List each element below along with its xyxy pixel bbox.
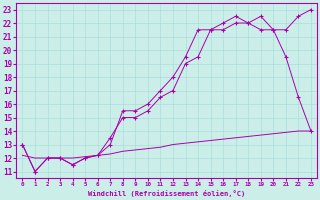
X-axis label: Windchill (Refroidissement éolien,°C): Windchill (Refroidissement éolien,°C) [88,190,245,197]
